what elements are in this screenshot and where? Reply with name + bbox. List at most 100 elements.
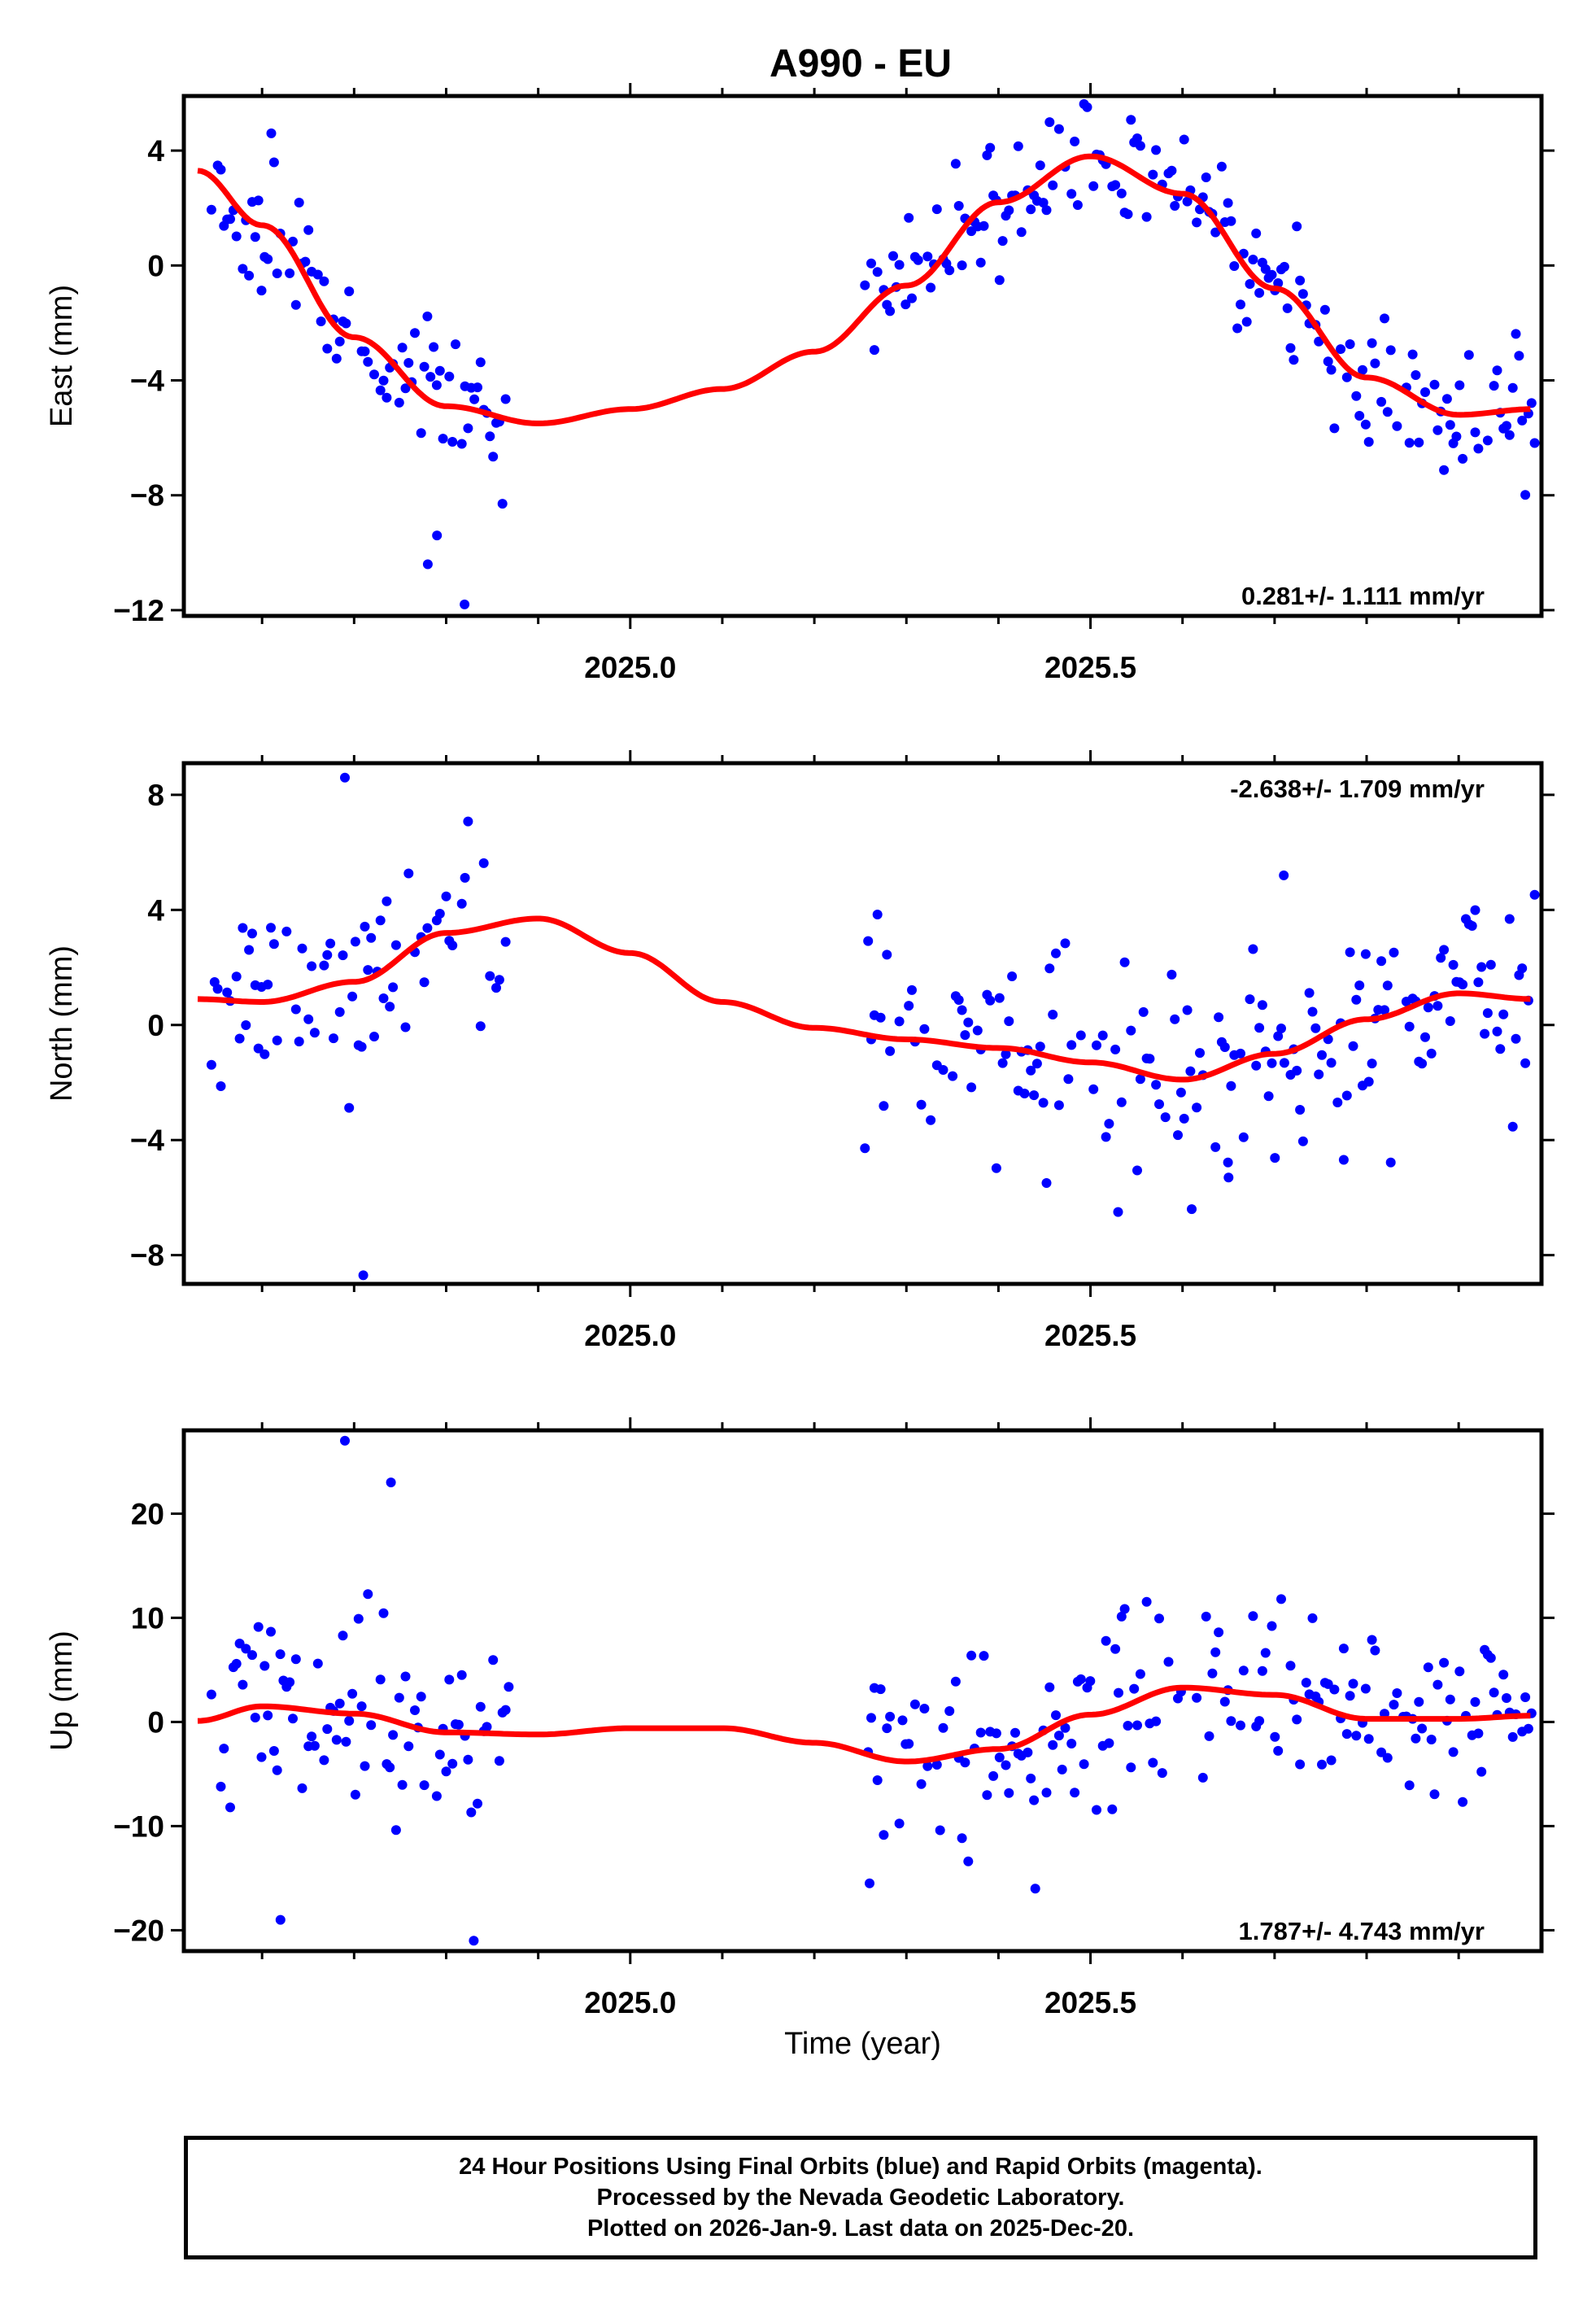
north-data-point xyxy=(1038,1098,1049,1108)
north-data-point xyxy=(875,1012,886,1023)
north-data-point xyxy=(972,1025,983,1036)
up-data-point xyxy=(1254,1716,1265,1727)
up-data-point xyxy=(1148,1757,1158,1768)
up-data-point xyxy=(882,1723,892,1734)
north-data-point xyxy=(1295,1105,1306,1115)
east-data-point xyxy=(872,267,883,277)
north-data-point xyxy=(266,923,276,933)
north-data-point xyxy=(460,872,470,883)
up-data-point xyxy=(285,1677,295,1687)
east-data-point xyxy=(485,431,495,442)
up-data-point xyxy=(1439,1657,1450,1668)
east-data-point xyxy=(1026,204,1036,215)
north-data-point xyxy=(1495,1044,1506,1054)
up-data-point xyxy=(1129,1683,1140,1694)
up-data-point xyxy=(1123,1721,1133,1731)
north-data-point xyxy=(1126,1025,1136,1036)
up-data-point xyxy=(1248,1611,1258,1622)
up-data-point xyxy=(225,1802,235,1813)
up-data-point xyxy=(353,1613,364,1624)
east-data-point xyxy=(1035,160,1045,171)
north-data-point xyxy=(500,936,511,947)
north-data-point xyxy=(1341,1090,1352,1101)
east-data-point xyxy=(294,198,304,207)
north-data-point xyxy=(1092,1040,1101,1050)
east-data-point xyxy=(312,269,323,280)
east-fit-curve xyxy=(197,153,1531,426)
east-data-point xyxy=(1166,165,1177,176)
east-data-point xyxy=(231,231,242,242)
east-points xyxy=(206,98,1540,609)
up-data-point xyxy=(982,1790,992,1801)
north-data-point xyxy=(494,975,504,985)
north-data-point xyxy=(938,1065,948,1075)
north-data-point xyxy=(1448,959,1459,970)
north-data-point xyxy=(382,896,392,906)
up-data-point xyxy=(231,1658,242,1669)
north-data-point xyxy=(272,1035,282,1046)
up-data-point xyxy=(872,1775,883,1785)
east-data-point xyxy=(957,260,967,271)
up-data-point xyxy=(1226,1716,1236,1727)
east-data-point xyxy=(1292,221,1302,232)
up-data-point xyxy=(259,1661,270,1671)
east-data-point xyxy=(1273,278,1284,288)
up-data-point xyxy=(268,1746,279,1756)
up-data-point xyxy=(875,1684,886,1695)
up-data-point xyxy=(1411,1733,1421,1744)
north-data-point xyxy=(1195,1048,1205,1059)
east-data-point xyxy=(419,361,430,372)
east-data-point xyxy=(950,159,961,169)
up-ytick-label: 0 xyxy=(147,1705,164,1739)
north-data-point xyxy=(1485,959,1496,970)
east-data-point xyxy=(1088,181,1099,191)
north-ytick-label: 0 xyxy=(147,1009,164,1042)
east-data-point xyxy=(303,225,314,235)
north-data-point xyxy=(475,1021,486,1032)
up-data-point xyxy=(1445,1694,1455,1705)
up-data-point xyxy=(1292,1714,1302,1725)
east-data-point xyxy=(331,353,342,364)
up-data-point xyxy=(1154,1613,1164,1624)
north-data-point xyxy=(1116,1097,1127,1107)
up-data-point xyxy=(1432,1679,1443,1690)
up-data-point xyxy=(1057,1764,1067,1775)
up-data-point xyxy=(1114,1687,1123,1698)
east-data-point xyxy=(429,342,439,352)
up-data-point xyxy=(1101,1635,1111,1646)
east-data-point xyxy=(1382,407,1393,417)
east-data-point xyxy=(394,397,404,408)
east-data-point xyxy=(1016,227,1027,238)
up-data-point xyxy=(1329,1684,1340,1695)
up-data-point xyxy=(1454,1666,1465,1677)
east-data-point xyxy=(206,204,216,215)
east-data-point xyxy=(1210,227,1221,238)
north-data-point xyxy=(1007,971,1018,981)
east-data-point xyxy=(1329,423,1340,434)
north-ytick-label: −8 xyxy=(130,1239,164,1273)
north-data-point xyxy=(1263,1091,1274,1102)
east-data-point xyxy=(431,380,442,391)
up-data-point xyxy=(494,1756,504,1766)
up-data-point xyxy=(453,1719,464,1730)
north-data-point xyxy=(1480,1028,1490,1039)
east-data-point xyxy=(475,357,486,368)
up-data-point xyxy=(482,1722,492,1732)
north-data-point xyxy=(872,910,883,919)
east-data-point xyxy=(432,530,443,541)
up-data-point xyxy=(263,1710,273,1721)
east-data-point xyxy=(1445,420,1455,430)
up-data-point xyxy=(307,1731,317,1742)
east-ytick-label: −4 xyxy=(130,365,165,398)
east-data-point xyxy=(1341,372,1352,382)
east-data-point xyxy=(1192,217,1202,228)
north-data-point xyxy=(1520,1058,1531,1068)
north-data-point xyxy=(863,936,874,946)
north-data-point xyxy=(1420,1032,1430,1042)
east-data-point xyxy=(434,365,445,376)
north-data-point xyxy=(1297,1136,1308,1146)
up-data-point xyxy=(344,1716,355,1726)
north-data-point xyxy=(1470,905,1480,915)
up-data-point xyxy=(312,1658,323,1669)
up-data-point xyxy=(1157,1768,1167,1779)
